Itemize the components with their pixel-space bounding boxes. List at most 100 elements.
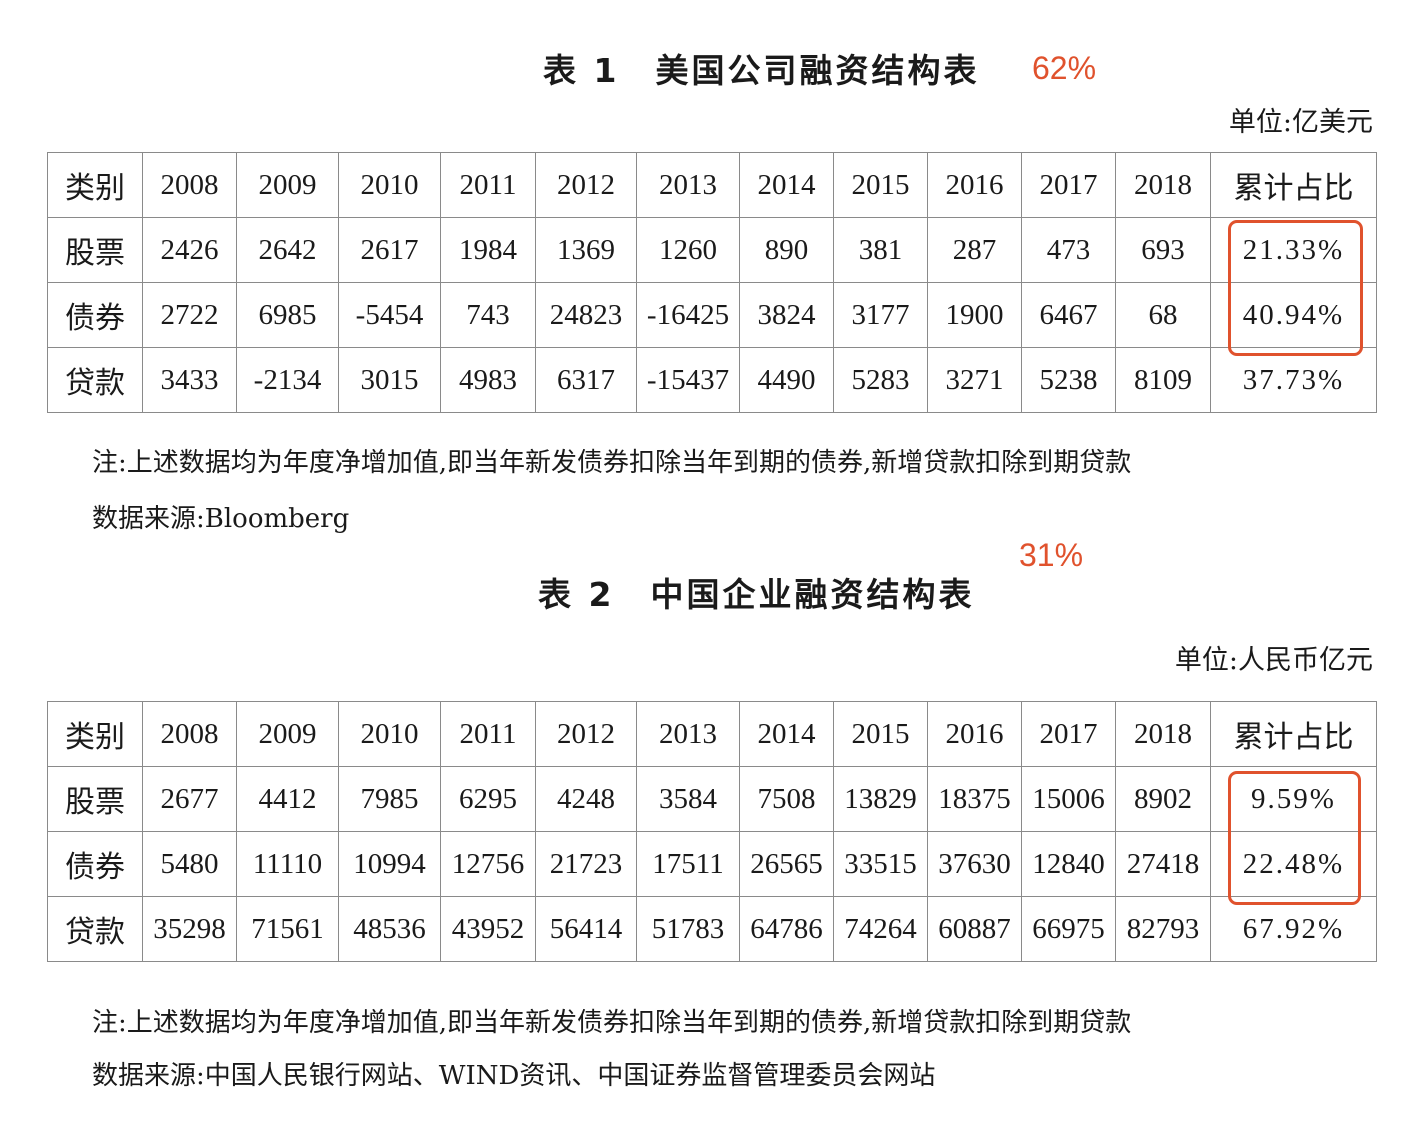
value-cell: 74264 [833, 896, 928, 962]
value-cell: 2010 [338, 152, 441, 218]
value-cell: 71561 [236, 896, 339, 962]
row-label-cell: 股票 [47, 766, 143, 832]
value-cell: 2017 [1021, 701, 1116, 767]
value-cell: 27418 [1115, 831, 1211, 897]
value-cell: 3015 [338, 347, 441, 413]
value-cell: 2008 [142, 701, 237, 767]
table1-source: 数据来源:Bloomberg [92, 504, 350, 534]
row-label-cell: 债券 [47, 282, 143, 348]
value-cell: 10994 [338, 831, 441, 897]
share-cell: 累计占比 [1210, 701, 1377, 767]
value-cell: 13829 [833, 766, 928, 832]
value-cell: 3177 [833, 282, 928, 348]
table1-title: 表 1 美国公司融资结构表 [543, 51, 980, 90]
value-cell: 43952 [440, 896, 536, 962]
share-cell: 37.73% [1210, 347, 1377, 413]
table-row: 股票 2677 4412 7985 6295 4248 3584 7508 13829 18375… [47, 766, 1377, 832]
share-cell: 67.92% [1210, 896, 1377, 962]
value-cell: 2009 [236, 701, 339, 767]
table2-annotation: 31% [1019, 537, 1084, 573]
value-cell: 890 [739, 217, 834, 283]
value-cell: 5480 [142, 831, 237, 897]
value-cell: 64786 [739, 896, 834, 962]
value-cell: 2617 [338, 217, 441, 283]
highlight-box [1228, 771, 1361, 905]
row-label-cell: 债券 [47, 831, 143, 897]
value-cell: -2134 [236, 347, 339, 413]
share-cell: 40.94% [1210, 282, 1377, 348]
table2-title: 表 2 中国企业融资结构表 [538, 575, 975, 614]
value-cell: 12756 [440, 831, 536, 897]
value-cell: 743 [440, 282, 536, 348]
table2-source: 数据来源:中国人民银行网站、WIND资讯、中国证券监督管理委员会网站 [92, 1061, 936, 1091]
value-cell: 8109 [1115, 347, 1211, 413]
value-cell: -5454 [338, 282, 441, 348]
value-cell: 2013 [636, 152, 740, 218]
value-cell: 8902 [1115, 766, 1211, 832]
value-cell: 82793 [1115, 896, 1211, 962]
value-cell: 2012 [535, 701, 637, 767]
value-cell: 2014 [739, 701, 834, 767]
value-cell: 6467 [1021, 282, 1116, 348]
value-cell: 2008 [142, 152, 237, 218]
value-cell: 2012 [535, 152, 637, 218]
table2-note: 注:上述数据均为年度净增加值,即当年新发债券扣除当年到期的债券,新增贷款扣除到期… [92, 1008, 1132, 1038]
value-cell: 4248 [535, 766, 637, 832]
value-cell: 56414 [535, 896, 637, 962]
value-cell: 2014 [739, 152, 834, 218]
highlight-box [1228, 220, 1363, 356]
value-cell: 12840 [1021, 831, 1116, 897]
value-cell: 2011 [440, 701, 536, 767]
value-cell: 1260 [636, 217, 740, 283]
value-cell: 3433 [142, 347, 237, 413]
value-cell: 473 [1021, 217, 1116, 283]
table-row: 贷款 35298 71561 48536 43952 56414 51783 64786 742… [47, 896, 1377, 962]
table-row: 贷款 3433 -2134 3015 4983 6317 -15437 4490 5283 327… [47, 347, 1377, 413]
value-cell: 2015 [833, 701, 928, 767]
value-cell: 2426 [142, 217, 237, 283]
china-financing-table: 类别 2008 2009 2010 2011 2012 2013 2014 2015 2016 20… [47, 701, 1377, 962]
value-cell: 6295 [440, 766, 536, 832]
value-cell: 51783 [636, 896, 740, 962]
value-cell: 68 [1115, 282, 1211, 348]
value-cell: 2010 [338, 701, 441, 767]
value-cell: 2016 [927, 701, 1022, 767]
value-cell: 2018 [1115, 701, 1211, 767]
value-cell: 2677 [142, 766, 237, 832]
value-cell: 15006 [1021, 766, 1116, 832]
value-cell: 35298 [142, 896, 237, 962]
table-row: 股票 2426 2642 2617 1984 1369 1260 890 381 287 473 69… [47, 217, 1377, 283]
value-cell: 21723 [535, 831, 637, 897]
value-cell: 3824 [739, 282, 834, 348]
row-label-cell: 类别 [47, 152, 143, 218]
value-cell: 66975 [1021, 896, 1116, 962]
value-cell: 4983 [440, 347, 536, 413]
header-row: 类别 2008 2009 2010 2011 2012 2013 2014 2015 2016 20… [47, 701, 1377, 767]
value-cell: 6985 [236, 282, 339, 348]
value-cell: 3584 [636, 766, 740, 832]
table-row: 债券 5480 11110 10994 12756 21723 17511 26565 3351… [47, 831, 1377, 897]
value-cell: 2722 [142, 282, 237, 348]
value-cell: 18375 [927, 766, 1022, 832]
value-cell: 7985 [338, 766, 441, 832]
value-cell: 37630 [927, 831, 1022, 897]
value-cell: 1984 [440, 217, 536, 283]
row-label-cell: 贷款 [47, 896, 143, 962]
value-cell: -16425 [636, 282, 740, 348]
value-cell: 2018 [1115, 152, 1211, 218]
row-label-cell: 贷款 [47, 347, 143, 413]
value-cell: 17511 [636, 831, 740, 897]
table-row: 债券 2722 6985 -5454 743 24823 -16425 3824 3177 190… [47, 282, 1377, 348]
value-cell: 2009 [236, 152, 339, 218]
value-cell: 2015 [833, 152, 928, 218]
header-row: 类别 2008 2009 2010 2011 2012 2013 2014 2015 2016 20… [47, 152, 1377, 218]
table1-annotation: 62% [1032, 50, 1097, 86]
value-cell: 1369 [535, 217, 637, 283]
value-cell: 6317 [535, 347, 637, 413]
table1-note: 注:上述数据均为年度净增加值,即当年新发债券扣除当年到期的债券,新增贷款扣除到期… [92, 448, 1132, 478]
value-cell: 5238 [1021, 347, 1116, 413]
value-cell: 4412 [236, 766, 339, 832]
value-cell: -15437 [636, 347, 740, 413]
value-cell: 381 [833, 217, 928, 283]
table2-unit: 单位:人民币亿元 [1174, 645, 1373, 676]
